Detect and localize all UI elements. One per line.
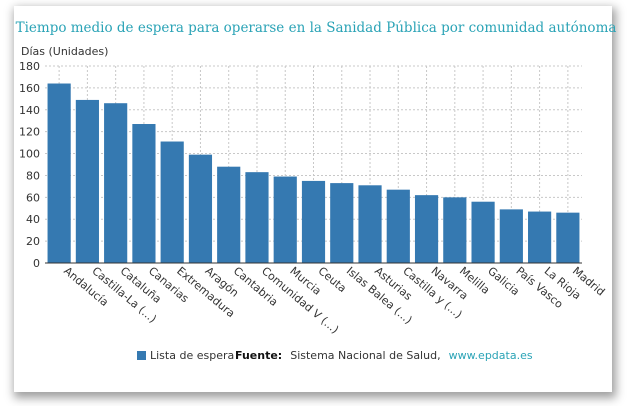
bar[interactable]	[273, 176, 297, 263]
legend-label: Lista de espera	[150, 349, 234, 362]
y-tick-label: 20	[26, 235, 40, 248]
bar[interactable]	[47, 83, 71, 263]
bar[interactable]	[301, 180, 326, 263]
bars	[47, 83, 580, 263]
legend-swatch	[137, 351, 146, 360]
legend: Lista de espera	[137, 349, 234, 362]
source-link[interactable]: www.epdata.es	[449, 349, 533, 362]
source-label: Fuente:	[235, 349, 282, 362]
bar[interactable]	[471, 201, 495, 263]
bar[interactable]	[188, 154, 213, 263]
y-axis-title: Días (Unidades)	[21, 45, 108, 58]
bar[interactable]	[528, 211, 552, 263]
y-axis-ticks: 0 20 40 60 80 100 120 140 160 180	[19, 60, 40, 270]
y-tick-label: 140	[19, 104, 40, 117]
y-tick-label: 80	[26, 169, 40, 182]
source-line: Fuente: Sistema Nacional de Salud, www.e…	[235, 346, 533, 363]
bar[interactable]	[330, 183, 354, 263]
y-tick-label: 120	[19, 126, 40, 139]
source-text: Sistema Nacional de Salud,	[290, 349, 440, 362]
bar[interactable]	[245, 172, 269, 263]
bar[interactable]	[386, 189, 410, 263]
bar[interactable]	[160, 141, 184, 263]
bar[interactable]	[499, 209, 523, 263]
chart-title: Tiempo medio de espera para operarse en …	[16, 20, 617, 36]
y-tick-label: 40	[26, 213, 40, 226]
bar[interactable]	[443, 197, 467, 263]
bar[interactable]	[414, 195, 439, 263]
bar[interactable]	[217, 166, 241, 263]
bar[interactable]	[104, 103, 128, 263]
bar[interactable]	[556, 212, 580, 263]
y-tick-label: 60	[26, 191, 40, 204]
y-tick-label: 100	[19, 148, 40, 161]
bar[interactable]	[358, 185, 382, 263]
y-tick-label: 0	[33, 257, 40, 270]
bar[interactable]	[132, 124, 156, 263]
y-tick-label: 180	[19, 60, 40, 73]
y-tick-label: 160	[19, 82, 40, 95]
bar[interactable]	[75, 99, 99, 263]
